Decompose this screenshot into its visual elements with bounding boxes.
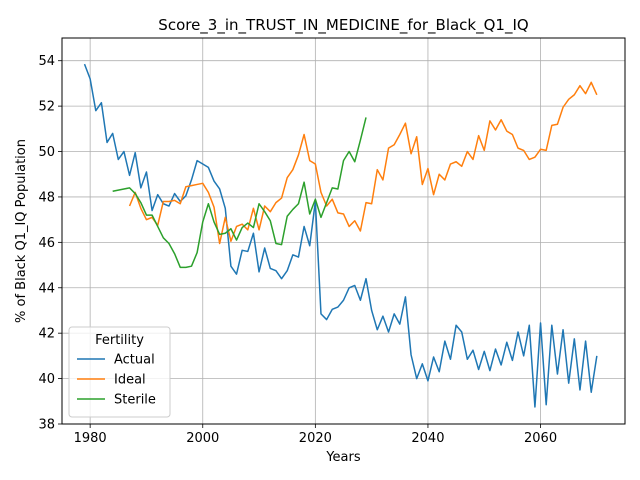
- y-tick-label: 54: [38, 54, 55, 69]
- x-tick-label: 1980: [74, 431, 107, 446]
- legend: Fertility Actual Ideal Sterile: [68, 326, 171, 418]
- y-axis-ticks: 38 40 42 44 46 48 50 52 54: [38, 54, 62, 433]
- legend-label-actual: Actual: [114, 353, 155, 368]
- x-tick-label: 2000: [186, 431, 219, 446]
- legend-label-ideal: Ideal: [114, 373, 146, 388]
- x-tick-label: 2020: [299, 431, 332, 446]
- series-line-ideal: [128, 81, 598, 245]
- series-line-sterile: [112, 117, 367, 269]
- y-tick-label: 52: [38, 100, 55, 115]
- y-tick-label: 50: [38, 145, 55, 160]
- plot-area-frame: [61, 37, 626, 425]
- x-tick-label: 2060: [524, 431, 557, 446]
- legend-title: Fertility: [95, 333, 144, 348]
- x-axis-label: Years: [325, 450, 361, 465]
- y-tick-label: 38: [38, 418, 55, 433]
- chart-title: Score_3_in_TRUST_IN_MEDICINE_for_Black_Q…: [158, 16, 528, 35]
- x-tick-label: 2040: [411, 431, 444, 446]
- x-axis-ticks: 1980 2000 2020 2040 2060: [74, 424, 557, 446]
- series-lines: [83, 63, 598, 408]
- y-tick-label: 42: [38, 327, 55, 342]
- legend-label-sterile: Sterile: [114, 393, 156, 408]
- legend-box: [68, 326, 171, 418]
- y-tick-label: 44: [38, 281, 55, 296]
- series-line-actual: [83, 63, 598, 408]
- y-tick-label: 46: [38, 236, 55, 251]
- y-tick-label: 40: [38, 372, 55, 387]
- y-axis-label: % of Black Q1_IQ Population: [14, 139, 29, 323]
- y-tick-label: 48: [38, 190, 55, 205]
